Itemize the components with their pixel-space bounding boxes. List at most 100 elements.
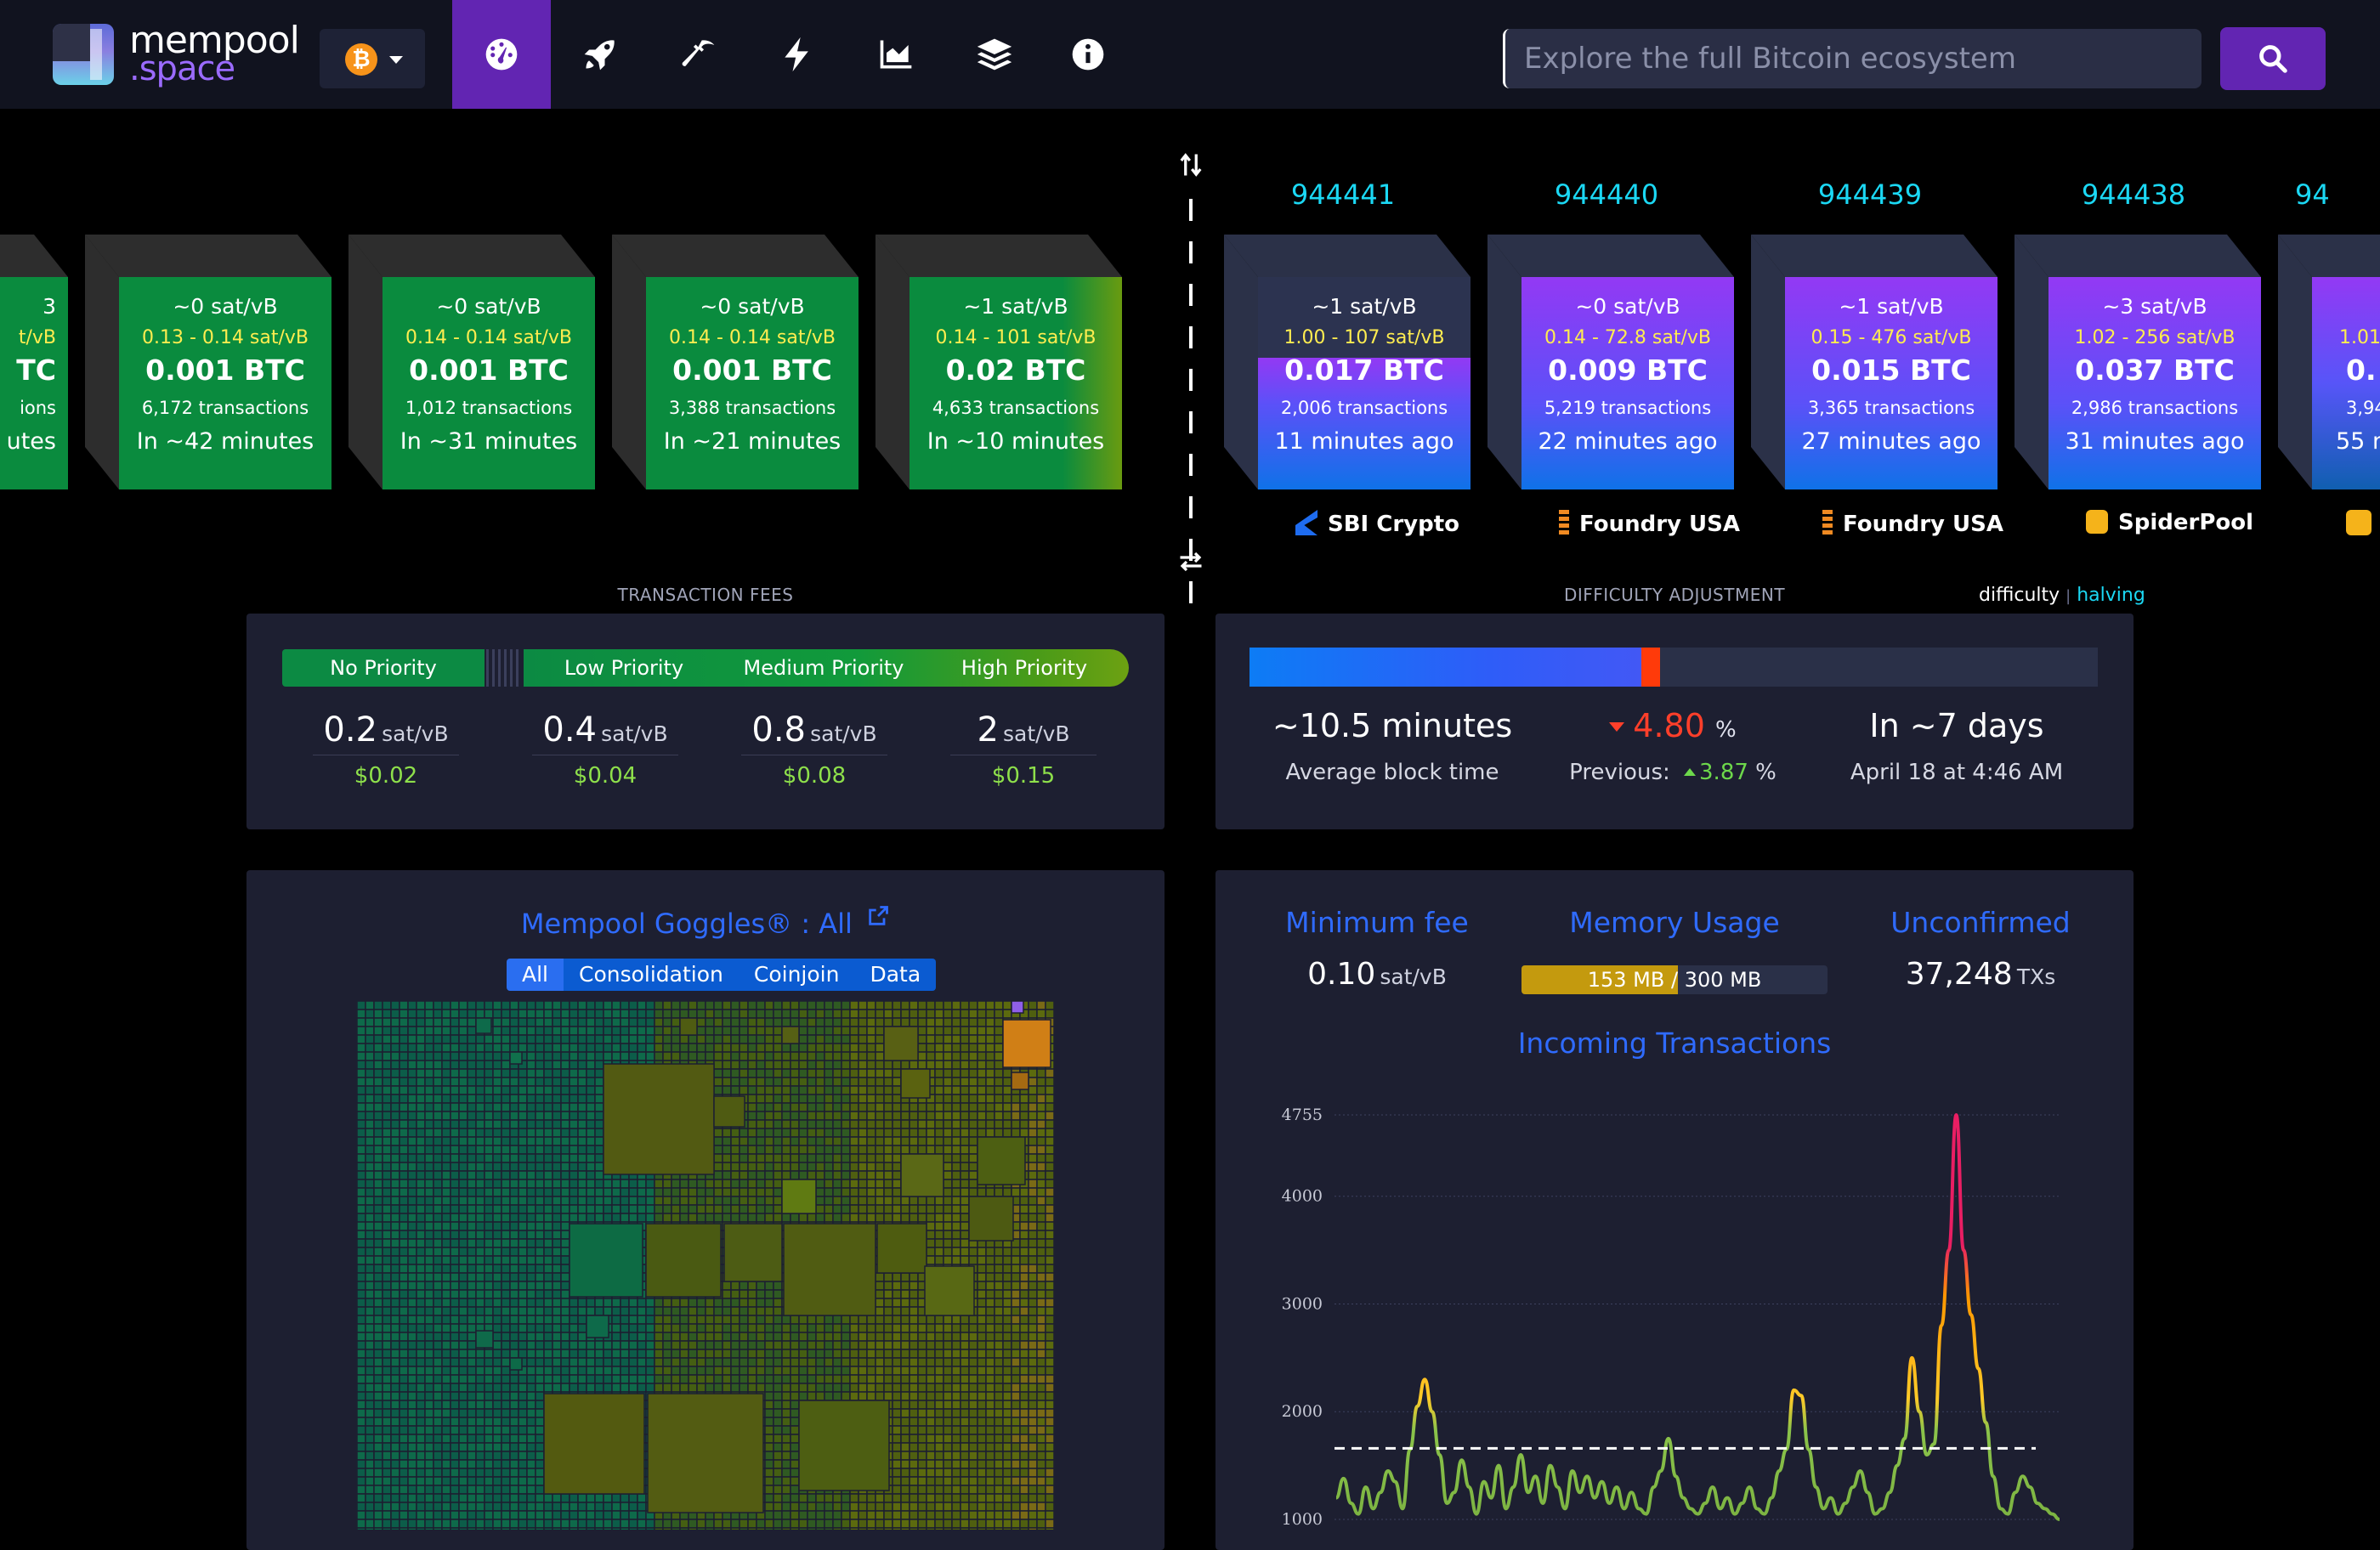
transaction-square[interactable] <box>705 1001 715 1010</box>
transaction-square[interactable] <box>832 1391 842 1401</box>
transaction-square[interactable] <box>399 1009 409 1019</box>
transaction-square[interactable] <box>450 1145 460 1155</box>
transaction-square[interactable] <box>815 1119 825 1129</box>
transaction-square[interactable] <box>849 1102 859 1112</box>
transaction-square[interactable] <box>977 1034 987 1044</box>
transaction-square[interactable] <box>441 1332 451 1342</box>
transaction-square[interactable] <box>713 1043 723 1053</box>
transaction-square[interactable] <box>637 1043 647 1053</box>
transaction-square[interactable] <box>807 1383 817 1393</box>
transaction-square[interactable] <box>518 1102 528 1112</box>
transaction-square[interactable] <box>883 1332 893 1342</box>
transaction-square[interactable] <box>365 1400 375 1410</box>
transaction-square[interactable] <box>373 1213 383 1223</box>
transaction-square[interactable] <box>450 1196 460 1206</box>
transaction-square[interactable] <box>934 1085 944 1095</box>
transaction-square[interactable] <box>552 1204 562 1214</box>
transaction-square[interactable] <box>1011 1102 1021 1112</box>
transaction-square[interactable] <box>501 1289 511 1299</box>
transaction-square[interactable] <box>960 1391 970 1401</box>
transaction-square[interactable] <box>909 1366 919 1376</box>
transaction-square[interactable] <box>399 1187 409 1197</box>
transaction-square[interactable] <box>518 1476 528 1486</box>
transaction-square[interactable] <box>764 1434 774 1444</box>
transaction-square[interactable] <box>518 1459 528 1469</box>
transaction-square[interactable] <box>569 1213 579 1223</box>
transaction-square[interactable] <box>450 1128 460 1138</box>
transaction-square[interactable] <box>713 1349 723 1359</box>
transaction-square[interactable] <box>458 1221 468 1231</box>
transaction-square[interactable] <box>645 1349 655 1359</box>
transaction-square[interactable] <box>968 1383 978 1393</box>
transaction-square[interactable] <box>900 1366 910 1376</box>
transaction-square[interactable] <box>484 1366 494 1376</box>
transaction-square[interactable] <box>441 1357 451 1367</box>
transaction-square[interactable] <box>815 1145 825 1155</box>
transaction-square[interactable] <box>730 1204 740 1214</box>
transaction-square[interactable] <box>832 1493 842 1503</box>
transaction-square[interactable] <box>518 1281 528 1291</box>
transaction-square[interactable] <box>1002 1255 1012 1265</box>
transaction-square[interactable] <box>1019 1238 1029 1248</box>
transaction-square[interactable] <box>943 1034 953 1044</box>
transaction-square[interactable] <box>841 1332 851 1342</box>
transaction-square[interactable] <box>390 1001 400 1010</box>
transaction-square[interactable] <box>484 1493 494 1503</box>
transaction-square[interactable] <box>390 1196 400 1206</box>
transaction-square[interactable] <box>1028 1068 1038 1078</box>
transaction-square[interactable] <box>798 1145 808 1155</box>
transaction-square[interactable] <box>433 1349 443 1359</box>
transaction-square[interactable] <box>1028 1298 1038 1308</box>
transaction-square[interactable] <box>603 1204 613 1214</box>
transaction-square[interactable] <box>841 1119 851 1129</box>
transaction-square[interactable] <box>909 1434 919 1444</box>
transaction-square[interactable] <box>357 1357 366 1367</box>
transaction-square[interactable] <box>594 1179 604 1189</box>
transaction-square[interactable] <box>1036 1417 1046 1427</box>
transaction-square[interactable] <box>637 1017 647 1027</box>
transaction-square[interactable] <box>968 1468 978 1478</box>
transaction-square[interactable] <box>1036 1085 1046 1095</box>
transaction-square[interactable] <box>798 1136 808 1146</box>
transaction-square[interactable] <box>824 1357 834 1367</box>
transaction-square[interactable] <box>433 1187 443 1197</box>
transaction-square[interactable] <box>441 1196 451 1206</box>
transaction-square[interactable] <box>399 1442 409 1452</box>
transaction-square[interactable] <box>365 1001 375 1010</box>
transaction-square[interactable] <box>900 1417 910 1427</box>
transaction-square[interactable] <box>475 1009 485 1019</box>
transaction-square[interactable] <box>960 1442 970 1452</box>
transaction-square[interactable] <box>1028 1094 1038 1104</box>
transaction-square[interactable] <box>671 1179 681 1189</box>
transaction-square[interactable] <box>943 1128 953 1138</box>
transaction-square[interactable] <box>467 1128 477 1138</box>
transaction-square[interactable] <box>815 1323 825 1333</box>
transaction-square[interactable] <box>552 1009 562 1019</box>
transaction-square[interactable] <box>373 1264 383 1274</box>
transaction-square[interactable] <box>501 1366 511 1376</box>
transaction-square[interactable] <box>509 1102 519 1112</box>
transaction-square[interactable] <box>994 1128 1004 1138</box>
transaction-square[interactable] <box>892 1366 902 1376</box>
transaction-square[interactable] <box>577 1094 587 1104</box>
transaction-square[interactable] <box>611 1366 621 1376</box>
transaction-square[interactable] <box>807 1170 817 1180</box>
transaction-square[interactable] <box>611 1315 621 1325</box>
transaction-square[interactable] <box>841 1026 851 1036</box>
transaction-square[interactable] <box>594 1060 604 1070</box>
transaction-square[interactable] <box>1045 1094 1054 1104</box>
transaction-square[interactable] <box>357 1179 366 1189</box>
transaction-square[interactable] <box>747 1060 757 1070</box>
transaction-square[interactable] <box>441 1145 451 1155</box>
transaction-square[interactable] <box>492 1366 502 1376</box>
transaction-square[interactable] <box>492 1162 502 1172</box>
transaction-square[interactable] <box>399 1434 409 1444</box>
transaction-square[interactable] <box>424 1051 434 1061</box>
transaction-square[interactable] <box>849 1349 859 1359</box>
transaction-square[interactable] <box>943 1136 953 1146</box>
transaction-square[interactable] <box>696 1340 706 1350</box>
transaction-square[interactable] <box>747 1340 757 1350</box>
transaction-square[interactable] <box>501 1374 511 1384</box>
transaction-square[interactable] <box>1045 1128 1054 1138</box>
transaction-square[interactable] <box>399 1077 409 1087</box>
